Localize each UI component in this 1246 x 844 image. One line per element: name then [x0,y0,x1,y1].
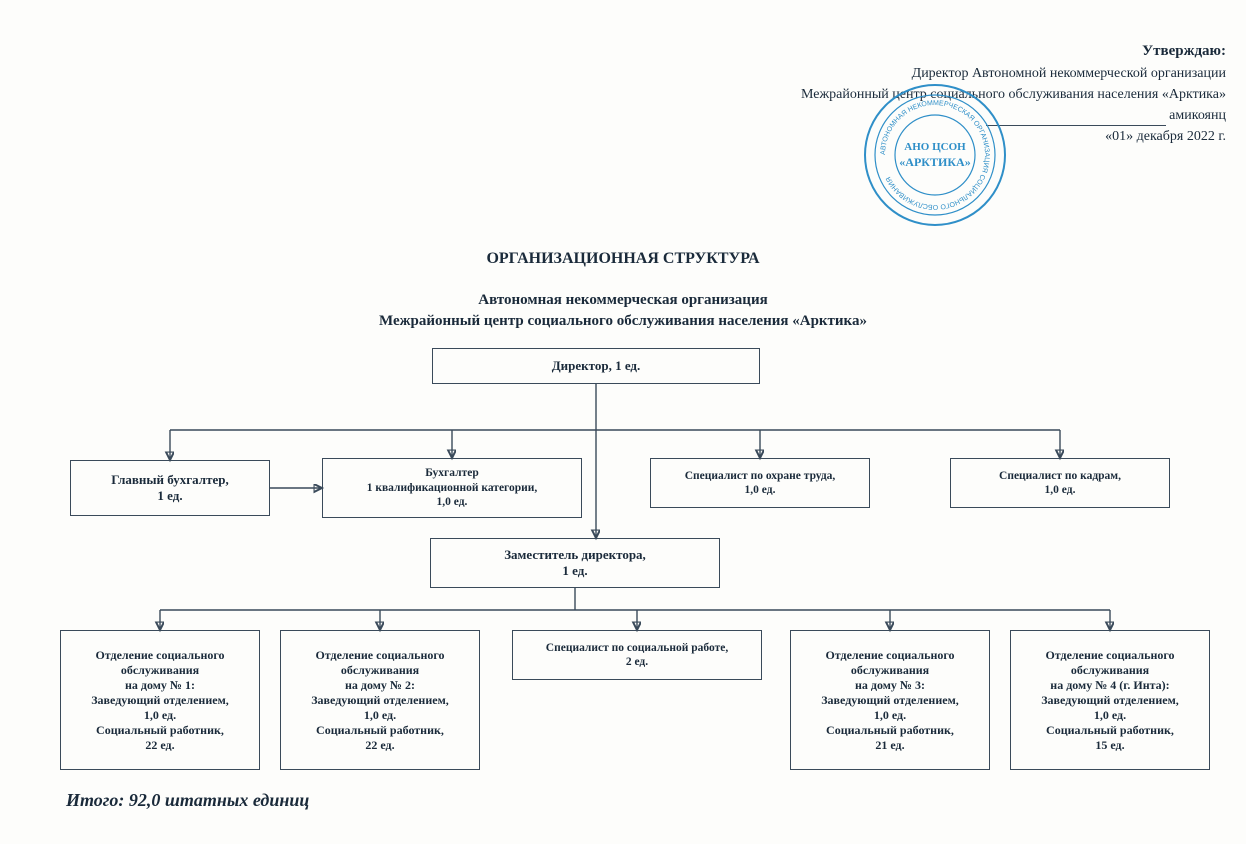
node-dept-3: Отделение социального обслуживания на до… [790,630,990,770]
node-hr-specialist: Специалист по кадрам, 1,0 ед. [950,458,1170,508]
stamp-center-2: «АРКТИКА» [899,155,970,169]
node-director: Директор, 1 ед. [432,348,760,384]
node-dept-4: Отделение социального обслуживания на до… [1010,630,1210,770]
node-dept-2: Отделение социального обслуживания на до… [280,630,480,770]
node-accountant: Бухгалтер 1 квалификационной категории, … [322,458,582,518]
footer-total: Итого: 92,0 штатных единиц [66,790,309,811]
node-deputy-director: Заместитель директора, 1 ед. [430,538,720,588]
node-chief-accountant: Главный бухгалтер, 1 ед. [70,460,270,516]
official-stamp-icon: АВТОНОМНАЯ НЕКОММЕРЧЕСКАЯ ОРГАНИЗАЦИЯ СО… [860,80,1010,230]
approval-signature-name: амикоянц [1169,108,1226,123]
node-social-specialist: Специалист по социальной работе, 2 ед. [512,630,762,680]
node-safety-specialist: Специалист по охране труда, 1,0 ед. [650,458,870,508]
node-dept-1: Отделение социального обслуживания на до… [60,630,260,770]
chart-subtitle: Автономная некоммерческая организация Ме… [0,290,1246,332]
stamp-center-1: АНО ЦСОН [904,141,966,153]
chart-title: ОРГАНИЗАЦИОННАЯ СТРУКТУРА [0,250,1246,268]
approval-title: Утверждаю: [706,40,1226,63]
